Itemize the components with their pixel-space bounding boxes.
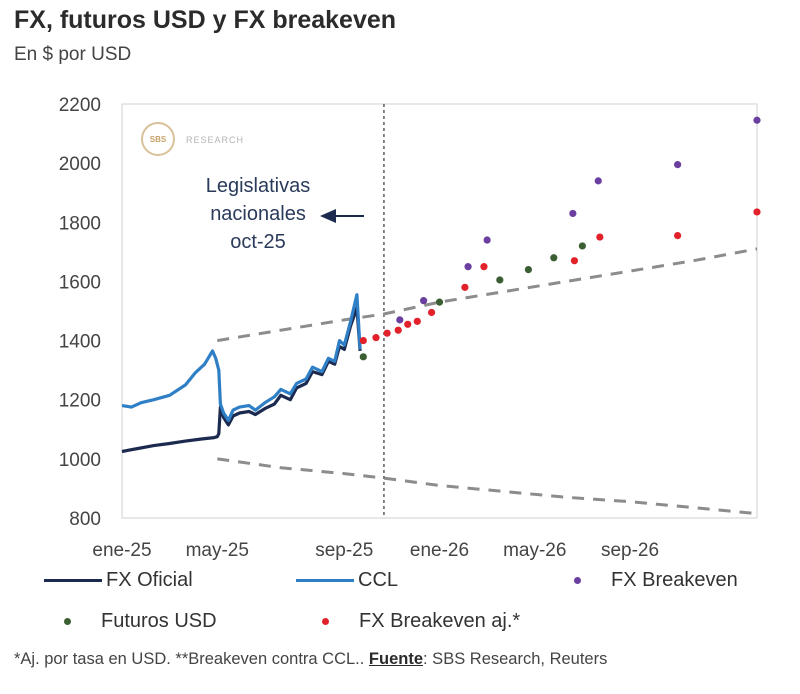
chart-title: FX, futuros USD y FX breakeven: [14, 6, 397, 34]
point-fx-breakeven: [674, 161, 682, 169]
point-fx-breakeven: [569, 209, 577, 218]
legend-ccl-label: CCL: [358, 569, 399, 591]
point-fx-breakeven: [594, 177, 602, 185]
legend-fx-breakeven-aj-swatch: [322, 618, 329, 625]
legend-fx-oficial-swatch: [44, 579, 102, 582]
point-fx-breakeven-aj: [480, 263, 488, 271]
point-fx-breakeven-aj: [394, 326, 402, 334]
chart-series: [121, 104, 761, 518]
point-fx-breakeven: [464, 263, 472, 271]
series-fx-oficial: [121, 306, 362, 454]
legend-ccl-swatch: [296, 579, 354, 582]
footnote-text-1: *Aj. por tasa en USD. **Breakeven contra…: [14, 650, 369, 668]
y-tick-label: 1800: [59, 213, 101, 234]
footnote: *Aj. por tasa en USD. **Breakeven contra…: [14, 650, 607, 669]
legend-ccl: CCL: [296, 569, 398, 592]
point-fx-breakeven-aj: [570, 257, 579, 265]
watermark-circle: [141, 122, 175, 156]
point-futuros-usd: [496, 276, 504, 284]
point-futuros-usd: [550, 254, 558, 262]
point-fx-breakeven-aj: [372, 334, 380, 342]
plot-frame: [121, 103, 758, 519]
point-fx-breakeven-aj: [359, 336, 367, 345]
x-tick-label: sep-25: [315, 540, 373, 561]
annotation-arrow-icon: [320, 209, 336, 223]
annotation-legislativas: Legislativas nacionales oct-25: [206, 175, 364, 253]
footnote-source-label: Fuente: [368, 650, 424, 668]
legend-futuros-label: Futuros USD: [101, 610, 217, 632]
legend-fx-breakeven-aj-label: FX Breakeven aj.*: [359, 610, 521, 632]
point-fx-breakeven: [483, 236, 491, 244]
point-fx-breakeven-aj: [383, 329, 391, 337]
x-tick-label: sep-26: [601, 540, 659, 561]
point-fx-breakeven-aj: [427, 308, 436, 317]
legend-fx-oficial: FX Oficial: [44, 569, 193, 592]
point-futuros-usd: [359, 353, 367, 361]
watermark-text: RESEARCH: [186, 135, 244, 145]
x-tick-label: ene-25: [92, 540, 151, 561]
annotation-line-1: Legislativas: [206, 175, 311, 197]
y-tick-label: 1000: [59, 450, 101, 471]
legend-fx-breakeven-label: FX Breakeven: [611, 569, 738, 591]
point-futuros-usd: [524, 266, 533, 274]
point-fx-breakeven: [753, 116, 761, 124]
point-fx-breakeven-aj: [404, 320, 412, 328]
point-futuros-usd: [578, 242, 586, 250]
y-tick-label: 1200: [59, 391, 101, 412]
point-fx-breakeven: [396, 316, 404, 324]
series-banda-inferior: [217, 457, 758, 516]
annotation-line-3: oct-25: [230, 231, 286, 253]
series-banda-superior: [217, 247, 758, 343]
chart-axes: 800 1000 1200 1400 1600 1800 2000 2200 ene-25 may…: [59, 95, 758, 561]
x-tick-label: ene-26: [410, 540, 469, 561]
y-tick-label: 2000: [59, 154, 101, 175]
annotation-line-2: nacionales: [210, 203, 306, 225]
watermark-logo: SBS RESEARCH: [141, 122, 244, 156]
legend-fx-breakeven-aj: FX Breakeven aj.*: [314, 610, 520, 633]
point-fx-breakeven-aj: [413, 317, 421, 325]
watermark-logo-text: SBS: [150, 135, 167, 144]
point-futuros-usd: [435, 298, 444, 306]
point-fx-breakeven-aj: [674, 231, 682, 240]
legend-fx-breakeven: FX Breakeven: [566, 569, 738, 592]
legend-fx-oficial-label: FX Oficial: [106, 569, 193, 591]
legend-futuros-swatch: [64, 618, 71, 625]
y-tick-label: 800: [69, 509, 101, 530]
x-tick-label: may-25: [186, 540, 249, 561]
legend-fx-breakeven-swatch: [574, 577, 581, 584]
chart-subtitle: En $ por USD: [14, 44, 132, 65]
legend-futuros: Futuros USD: [56, 610, 217, 633]
series-ccl: [121, 293, 362, 422]
point-fx-breakeven: [420, 297, 428, 305]
x-tick-label: may-26: [503, 540, 566, 561]
point-fx-breakeven-aj: [753, 208, 761, 216]
y-tick-label: 1600: [59, 272, 101, 293]
footnote-text-2: : SBS Research, Reuters: [423, 650, 608, 668]
y-tick-label: 2200: [59, 95, 101, 116]
point-fx-breakeven-aj: [461, 283, 469, 291]
point-fx-breakeven-aj: [596, 233, 604, 241]
y-tick-label: 1400: [59, 332, 101, 353]
